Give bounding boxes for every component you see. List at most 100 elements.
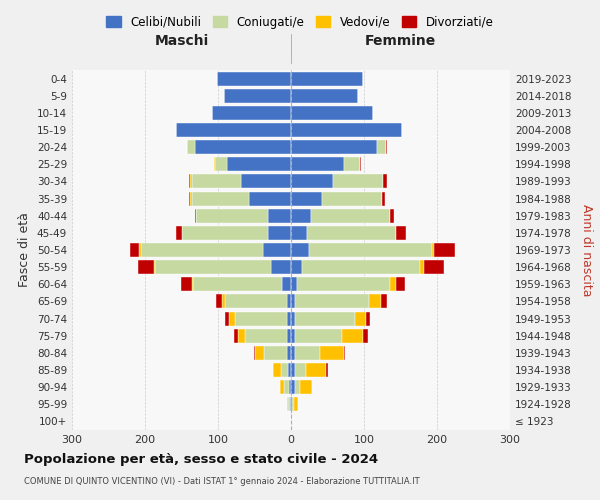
Bar	[366, 312, 370, 326]
Bar	[291, 123, 402, 137]
Bar	[295, 312, 355, 326]
Bar	[290, 398, 291, 411]
Bar	[382, 192, 385, 205]
Bar	[359, 158, 361, 172]
Bar	[181, 278, 192, 291]
Bar	[155, 260, 271, 274]
Bar	[291, 174, 334, 188]
Bar	[194, 208, 196, 222]
Bar	[291, 243, 309, 257]
Bar	[192, 278, 193, 291]
Bar	[241, 174, 291, 188]
Bar	[254, 346, 255, 360]
Bar	[268, 208, 291, 222]
Bar	[226, 294, 287, 308]
Bar	[344, 346, 345, 360]
Bar	[295, 380, 301, 394]
Bar	[342, 328, 362, 342]
Bar	[176, 123, 291, 137]
Bar	[196, 208, 268, 222]
Y-axis label: Fasce di età: Fasce di età	[19, 212, 31, 288]
Bar	[235, 312, 287, 326]
Bar	[190, 174, 192, 188]
Bar	[238, 328, 245, 342]
Bar	[248, 192, 291, 205]
Bar	[291, 208, 311, 222]
Bar	[291, 88, 358, 102]
Bar	[268, 226, 291, 240]
Bar	[420, 260, 424, 274]
Bar	[216, 294, 221, 308]
Bar	[390, 208, 394, 222]
Bar	[224, 88, 291, 102]
Text: Popolazione per età, sesso e stato civile - 2024: Popolazione per età, sesso e stato civil…	[24, 452, 378, 466]
Bar	[344, 158, 359, 172]
Bar	[291, 346, 295, 360]
Bar	[190, 192, 192, 205]
Bar	[294, 398, 298, 411]
Bar	[229, 312, 235, 326]
Bar	[291, 192, 322, 205]
Bar	[311, 208, 390, 222]
Bar	[291, 398, 292, 411]
Bar	[295, 294, 369, 308]
Bar	[307, 226, 396, 240]
Bar	[214, 158, 215, 172]
Bar	[396, 278, 405, 291]
Bar	[234, 328, 238, 342]
Bar	[355, 312, 366, 326]
Bar	[274, 363, 281, 377]
Bar	[295, 363, 305, 377]
Bar	[288, 363, 291, 377]
Bar	[291, 140, 377, 154]
Bar	[289, 380, 291, 394]
Bar	[221, 294, 226, 308]
Bar	[297, 278, 390, 291]
Bar	[369, 294, 381, 308]
Bar	[326, 363, 328, 377]
Bar	[287, 312, 291, 326]
Bar	[287, 398, 288, 411]
Bar	[291, 260, 302, 274]
Bar	[386, 140, 388, 154]
Bar	[383, 174, 386, 188]
Bar	[287, 346, 291, 360]
Bar	[291, 72, 362, 86]
Bar	[227, 158, 291, 172]
Bar	[140, 243, 263, 257]
Bar	[154, 260, 155, 274]
Bar	[291, 328, 295, 342]
Bar	[291, 380, 295, 394]
Bar	[193, 278, 282, 291]
Y-axis label: Anni di nascita: Anni di nascita	[580, 204, 593, 296]
Bar	[291, 312, 295, 326]
Bar	[194, 140, 291, 154]
Bar	[288, 398, 290, 411]
Text: COMUNE DI QUINTO VICENTINO (VI) - Dati ISTAT 1° gennaio 2024 - Elaborazione TUTT: COMUNE DI QUINTO VICENTINO (VI) - Dati I…	[24, 478, 419, 486]
Bar	[424, 260, 444, 274]
Bar	[291, 294, 295, 308]
Bar	[292, 398, 294, 411]
Bar	[362, 328, 368, 342]
Bar	[130, 243, 139, 257]
Bar	[192, 174, 241, 188]
Bar	[271, 260, 291, 274]
Legend: Celibi/Nubili, Coniugati/e, Vedovi/e, Divorziati/e: Celibi/Nubili, Coniugati/e, Vedovi/e, Di…	[101, 11, 499, 34]
Bar	[381, 294, 386, 308]
Bar	[187, 140, 194, 154]
Bar	[212, 106, 291, 120]
Bar	[263, 243, 291, 257]
Bar	[287, 294, 291, 308]
Bar	[245, 328, 287, 342]
Bar	[309, 243, 432, 257]
Bar	[189, 192, 190, 205]
Bar	[139, 243, 140, 257]
Bar	[432, 243, 434, 257]
Bar	[215, 158, 227, 172]
Bar	[287, 328, 291, 342]
Bar	[282, 278, 291, 291]
Bar	[176, 226, 182, 240]
Bar	[334, 174, 383, 188]
Bar	[291, 363, 295, 377]
Bar	[291, 226, 307, 240]
